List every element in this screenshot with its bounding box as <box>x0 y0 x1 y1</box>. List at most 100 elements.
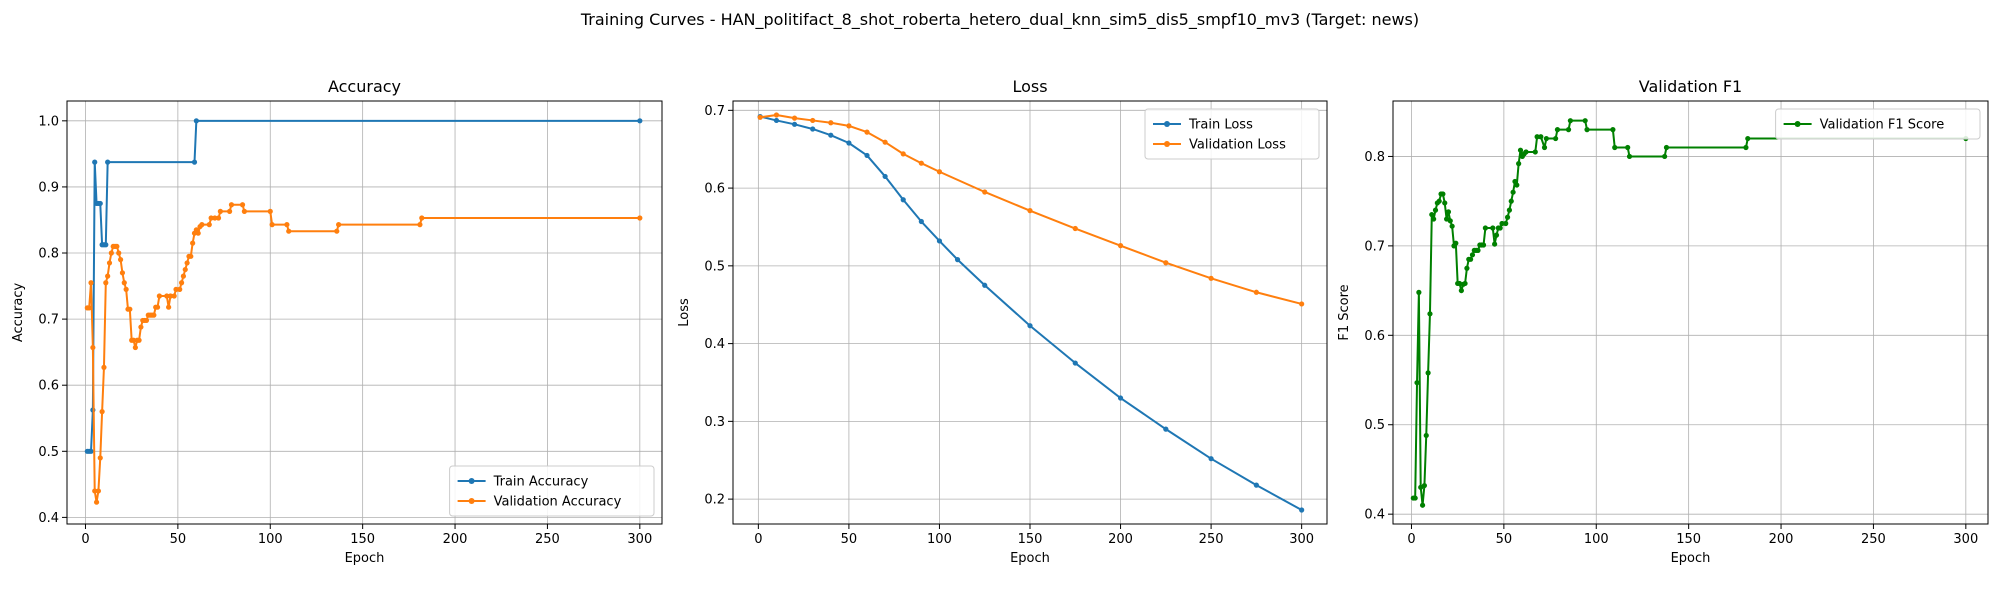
validation-accuracy-point <box>212 215 218 221</box>
validation-f1-score-point <box>1449 223 1455 229</box>
validation-accuracy-point <box>121 280 127 286</box>
accuracy-x-tick-label: 300 <box>627 532 652 547</box>
validation-accuracy-point <box>119 270 126 276</box>
validation-loss-point <box>1163 260 1169 266</box>
validation-accuracy-point <box>114 243 120 250</box>
loss-y-tick-label: 0.3 <box>704 415 725 430</box>
validation-f1-score-legend-label: Validation F1 Score <box>1820 118 1945 133</box>
accuracy-x-tick-label: 250 <box>535 532 560 547</box>
validation-f1-score-point <box>1497 225 1503 231</box>
validation-f1-score-point <box>1431 216 1437 222</box>
train-accuracy-legend-label: Train Accuracy <box>493 475 589 490</box>
validation-f1-score-point <box>1612 144 1618 151</box>
validation-f1-score-point <box>1508 198 1514 204</box>
validation-f1-score-point <box>1662 153 1668 160</box>
validation-loss-point <box>846 123 852 129</box>
train-loss-point <box>1072 360 1078 366</box>
loss-title: Loss <box>1012 77 1047 96</box>
loss-y-tick-label: 0.4 <box>704 337 725 352</box>
validation-f1-score-point <box>1510 189 1516 195</box>
validation-f1-x-tick-label: 100 <box>1584 532 1609 547</box>
validation-accuracy-legend-label: Validation Accuracy <box>494 495 622 510</box>
validation-accuracy-point <box>166 304 172 310</box>
loss-y-tick-label: 0.7 <box>704 104 725 119</box>
loss-x-tick-label: 150 <box>1018 532 1043 547</box>
validation-loss-point <box>791 115 798 121</box>
validation-f1-y-axis-label: F1 Score <box>1337 284 1352 340</box>
train-loss-point <box>864 152 870 159</box>
validation-f1-score-point <box>1419 502 1426 508</box>
train-loss-point <box>1117 395 1124 401</box>
validation-f1-score-legend-marker <box>1794 121 1801 127</box>
validation-accuracy-point <box>132 344 138 351</box>
validation-accuracy-point <box>92 488 98 494</box>
validation-accuracy-point <box>143 317 150 324</box>
validation-accuracy-point <box>90 344 96 351</box>
validation-f1-x-tick-label: 300 <box>1953 532 1978 547</box>
validation-f1-score-point <box>1745 135 1751 142</box>
validation-f1-score-point <box>1565 127 1572 133</box>
validation-accuracy-point <box>164 293 170 299</box>
validation-accuracy-point <box>199 222 205 228</box>
validation-f1-score-point <box>1517 147 1524 153</box>
validation-f1-x-tick-label: 150 <box>1676 532 1701 547</box>
validation-f1-score-point <box>1421 482 1428 489</box>
validation-accuracy-point <box>177 286 183 292</box>
validation-loss-point <box>918 160 924 166</box>
accuracy-y-tick-label: 0.6 <box>38 379 59 394</box>
validation-f1-score-point <box>1429 211 1435 218</box>
validation-f1-score-point <box>1553 135 1559 142</box>
loss-x-tick-label: 200 <box>1108 532 1133 547</box>
validation-f1-score-point <box>1445 209 1452 215</box>
validation-f1-score-point <box>1425 370 1431 376</box>
loss-x-tick-label: 250 <box>1199 532 1224 547</box>
validation-f1-score-point <box>1663 144 1670 151</box>
validation-accuracy-point <box>105 273 111 279</box>
train-accuracy-point <box>103 242 109 248</box>
validation-loss-point <box>773 112 780 118</box>
loss-chart: 0 50 100 150 200 250 300 0.2 0.3 0.4 0.5 0.6 0.7 Loss… <box>677 77 1328 566</box>
validation-accuracy-point <box>127 306 133 312</box>
validation-f1-x-tick-label: 200 <box>1769 532 1794 547</box>
train-loss-point <box>1208 456 1214 462</box>
train-loss-point <box>1163 426 1169 432</box>
validation-f1-score-point <box>1412 495 1418 501</box>
validation-accuracy-point <box>334 228 340 234</box>
accuracy-legend-box <box>449 465 655 517</box>
validation-accuracy-point <box>188 253 194 259</box>
validation-f1-score-point <box>1482 225 1488 231</box>
validation-loss-point <box>982 189 988 195</box>
train-loss-point <box>1253 482 1259 488</box>
validation-f1-score-point <box>1503 220 1509 227</box>
validation-loss-point <box>1299 301 1305 307</box>
accuracy-chart: 0 50 100 150 200 250 300 0.4 0.5 0.6 0.7 0.8 0.9 1.0 A… <box>11 77 663 566</box>
validation-accuracy-point <box>286 228 292 234</box>
validation-accuracy-point <box>173 286 179 292</box>
validation-f1-score-point <box>1423 432 1429 439</box>
validation-accuracy-point <box>217 208 223 214</box>
validation-f1-chart: 0 50 100 150 200 250 300 0.4 0.5 0.6 0.7 0.8 Validat… <box>1337 77 1989 566</box>
validation-accuracy-point <box>97 455 103 461</box>
validation-accuracy-point <box>130 337 137 343</box>
validation-f1-score-point <box>1626 153 1633 160</box>
train-loss-legend-label: Train Loss <box>1188 118 1253 133</box>
validation-accuracy-point <box>99 409 105 415</box>
accuracy-x-tick-label: 0 <box>81 532 89 547</box>
validation-accuracy-point <box>136 337 142 343</box>
validation-f1-score-point <box>1414 380 1420 386</box>
validation-f1-score-point <box>1440 191 1446 197</box>
accuracy-x-tick-label: 50 <box>170 532 187 547</box>
validation-f1-score-point <box>1506 207 1513 213</box>
validation-accuracy-point <box>93 499 100 505</box>
validation-f1-score-point <box>1582 118 1588 124</box>
validation-f1-score-point <box>1538 134 1544 140</box>
loss-legend-box <box>1144 108 1320 160</box>
accuracy-axes-frame <box>66 100 663 525</box>
train-loss-point <box>773 117 780 124</box>
validation-accuracy-point <box>106 260 113 266</box>
validation-f1-x-tick-label: 0 <box>1407 532 1415 547</box>
validation-f1-score-point <box>1447 218 1453 224</box>
validation-f1-score-point <box>1499 220 1505 227</box>
validation-f1-axes-frame <box>1392 100 1989 525</box>
validation-f1-score-point <box>1436 198 1442 204</box>
